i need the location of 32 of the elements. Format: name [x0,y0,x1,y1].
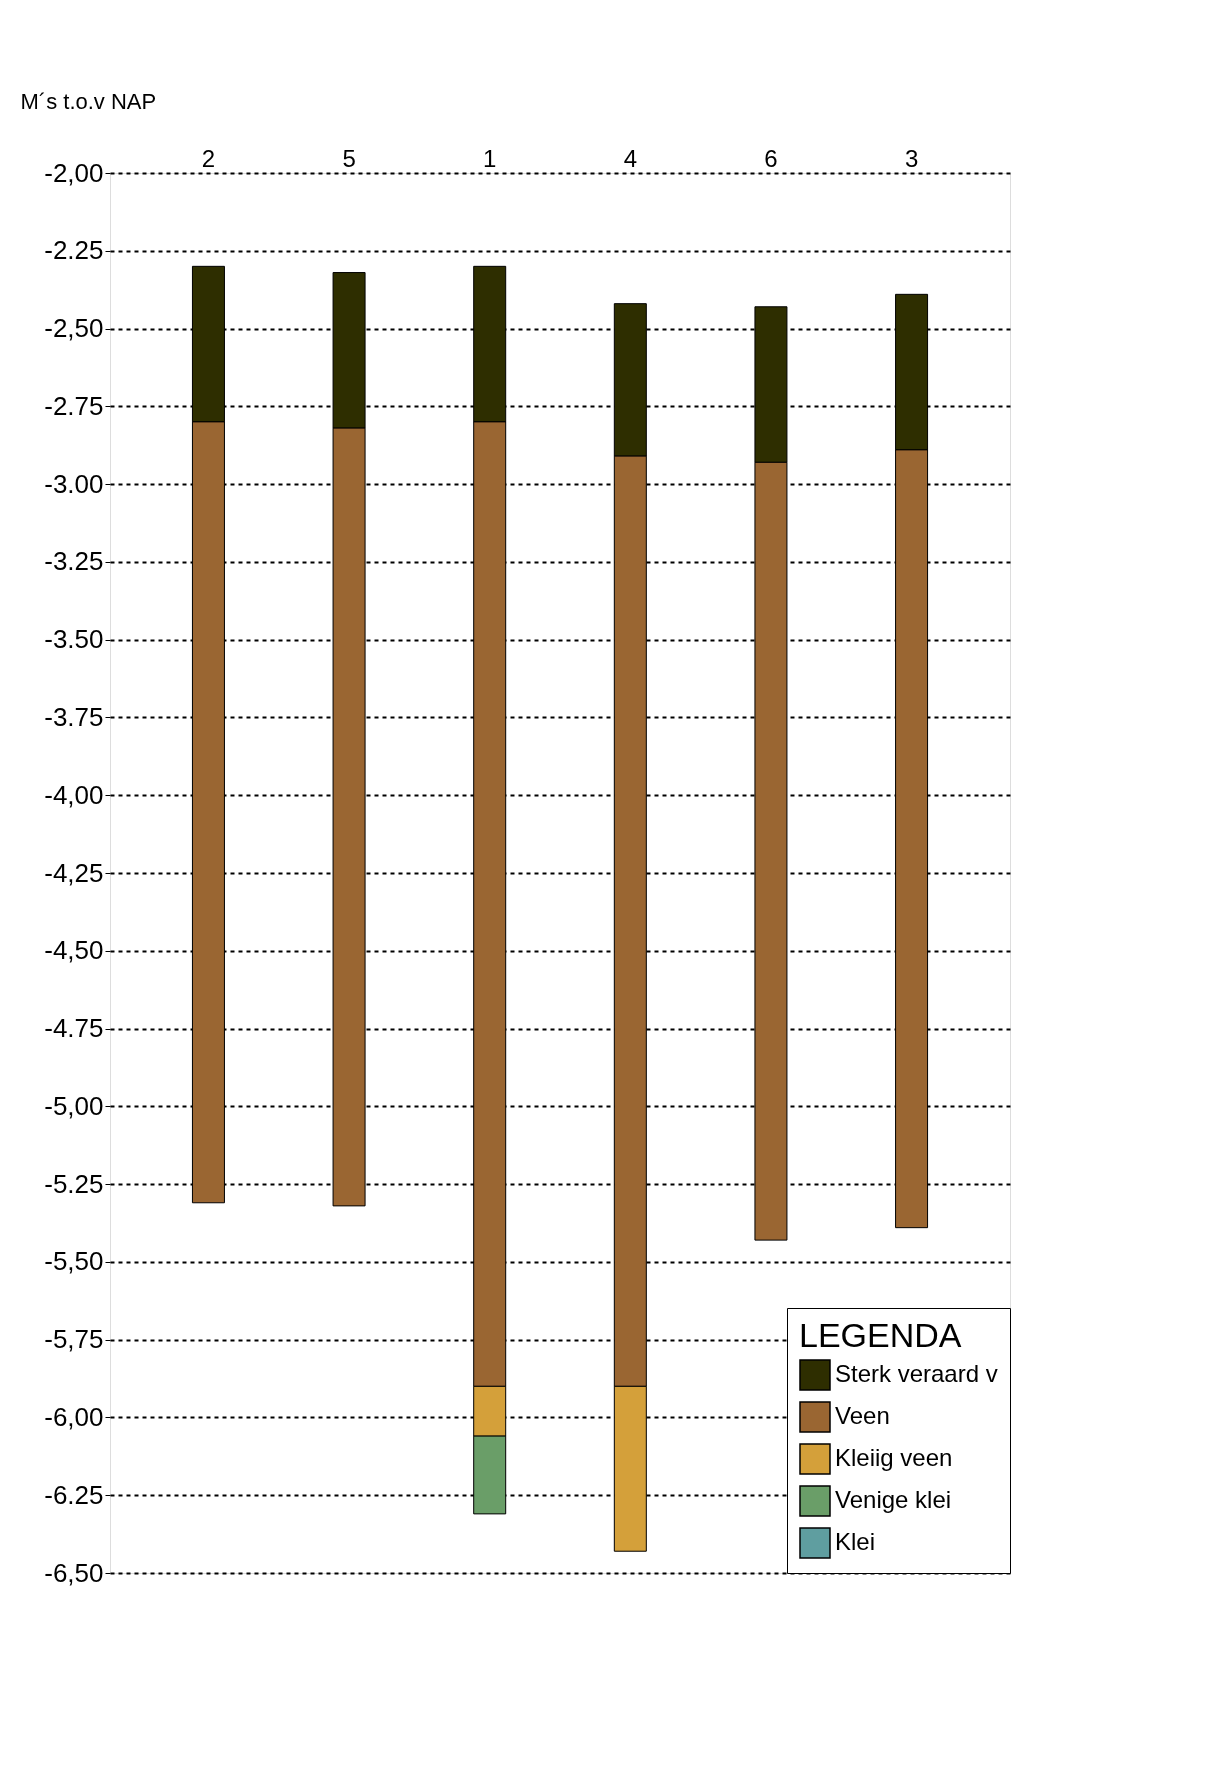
x-tick-label: 3 [904,144,919,172]
y-tick-label: -2,50 [44,313,104,344]
y-tick-label: -2,00 [44,157,104,188]
y-tick-label: -3.00 [44,468,104,499]
y-tick-label: -6,50 [44,1557,104,1588]
y-tick-label: -5,50 [44,1246,104,1277]
legend-label: Kleiig veen [835,1444,953,1471]
y-tick-label: -4,50 [44,935,104,966]
legend-label: Veen [835,1402,890,1429]
x-tick-label: 5 [342,144,356,172]
y-tick-label: -4.75 [44,1013,104,1044]
y-tick-label: -5.25 [44,1168,104,1199]
y-tick-label: -3.50 [44,624,104,655]
x-tick-label: 2 [201,144,216,172]
y-tick-label: -5,00 [44,1090,104,1121]
legend-label: Klei [835,1528,876,1555]
y-tick-label: -5,75 [44,1324,104,1355]
y-axis-title: M´s t.o.v NAP [20,88,157,114]
y-tick-label: -4,25 [44,857,104,888]
y-tick-label: -2.25 [44,235,104,266]
x-tick-label: 1 [483,144,497,172]
legend-label: Venige klei [835,1486,952,1513]
legend-label: Sterk veraard v [835,1360,998,1387]
legend-title: LEGENDA [799,1316,962,1354]
y-tick-label: -3.75 [44,701,104,732]
x-tick-label: 4 [623,144,637,172]
y-tick-label: -6,00 [44,1401,104,1432]
x-tick-label: 6 [764,144,778,172]
y-tick-label: -2.75 [44,390,104,421]
y-tick-label: -6.25 [44,1479,104,1510]
y-tick-label: -4,00 [44,779,104,810]
y-tick-label: -3.25 [44,546,104,577]
